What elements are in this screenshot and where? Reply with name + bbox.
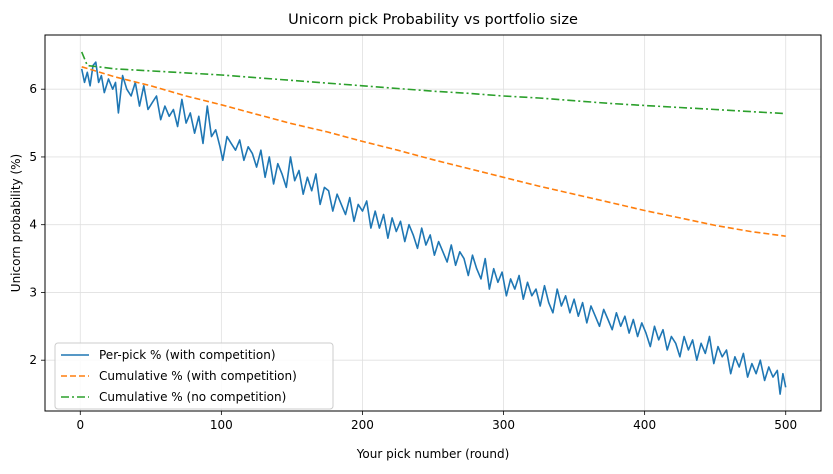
series-line xyxy=(80,51,786,115)
series-group xyxy=(80,51,787,395)
y-tick-label: 3 xyxy=(29,285,37,299)
x-tick-label: 200 xyxy=(351,418,374,432)
legend-box xyxy=(54,342,334,410)
x-tick-label: 300 xyxy=(492,418,515,432)
series-line xyxy=(80,61,787,395)
chart-title: Unicorn pick Probability vs portfolio si… xyxy=(288,12,578,28)
series-line xyxy=(81,66,786,237)
y-tick-label: 2 xyxy=(29,353,37,367)
grid xyxy=(45,35,821,411)
legend-label: Cumulative % (no competition) xyxy=(99,390,286,404)
y-tick-label: 5 xyxy=(29,150,37,164)
y-axis-label: Unicorn probability (%) xyxy=(9,154,23,292)
legend-label: Cumulative % (with competition) xyxy=(99,369,297,383)
x-tick-label: 0 xyxy=(76,418,84,432)
legend: Per-pick % (with competition) Cumulative … xyxy=(54,342,334,410)
x-tick-label: 400 xyxy=(633,418,656,432)
axes: 0 100 200 300 400 500 2 3 4 5 6 xyxy=(29,82,797,432)
plot-frame xyxy=(44,34,822,412)
x-axis-label: Your pick number (round) xyxy=(356,447,510,461)
x-tick-label: 100 xyxy=(210,418,233,432)
x-tick-label: 500 xyxy=(774,418,797,432)
legend-label: Per-pick % (with competition) xyxy=(99,348,276,362)
y-tick-label: 6 xyxy=(29,82,37,96)
y-tick-label: 4 xyxy=(29,218,37,232)
